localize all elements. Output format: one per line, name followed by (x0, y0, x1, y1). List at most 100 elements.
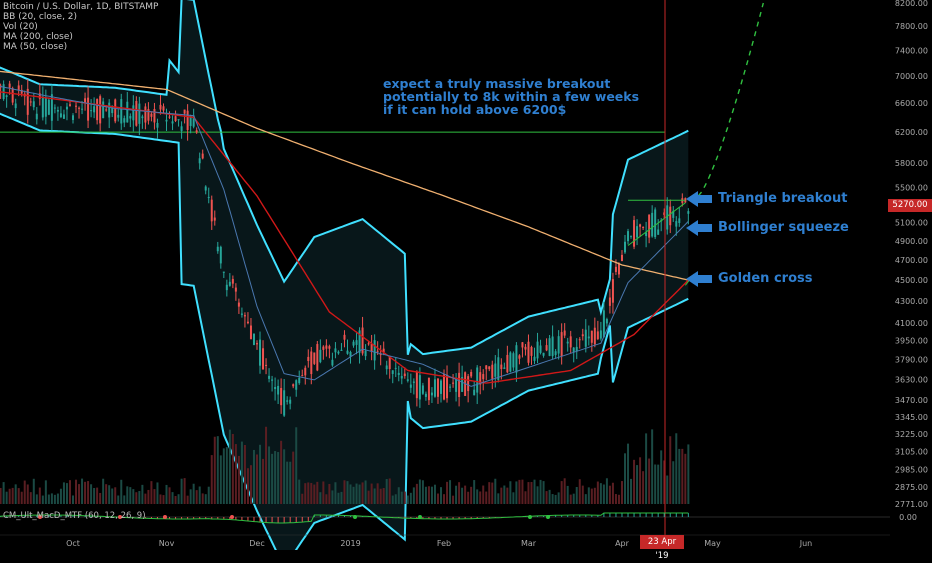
price-axis-label: 7400.00 (895, 46, 928, 55)
candle-body (187, 111, 189, 130)
volume-bar (422, 480, 424, 504)
candle-body (512, 353, 514, 367)
candle-body (54, 108, 56, 109)
price-axis-label: 2985.00 (895, 466, 928, 475)
volume-bar (120, 480, 122, 504)
volume-bar (573, 494, 575, 504)
volume-bar (546, 491, 548, 504)
volume-bar (169, 487, 171, 504)
volume-bar (588, 487, 590, 504)
volume-bar (66, 483, 68, 504)
candle-body (407, 379, 409, 380)
macd-cross-dot (163, 515, 167, 519)
volume-bar (464, 486, 466, 504)
callout-arrow-icon (686, 220, 712, 236)
volume-bar (534, 480, 536, 504)
volume-bar (497, 493, 499, 504)
candle-body (132, 105, 134, 120)
candle-body (313, 353, 315, 364)
candle-body (232, 279, 234, 284)
candle-body (217, 247, 219, 251)
candle-body (9, 84, 11, 88)
candle-body (211, 200, 213, 222)
volume-bar (543, 481, 545, 504)
candle-body (678, 218, 680, 223)
candle-body (259, 340, 261, 366)
candle-body (178, 119, 180, 120)
annotation-line-3: if it can hold above 6200$ (383, 103, 673, 116)
candle-body (657, 229, 659, 234)
volume-bar (359, 485, 361, 504)
candle-body (295, 380, 297, 390)
candle-body (467, 376, 469, 391)
candle-body (630, 236, 632, 237)
volume-bar (166, 485, 168, 504)
time-axis-label: 2019 (340, 539, 360, 548)
volume-bar (482, 486, 484, 504)
volume-bar (582, 486, 584, 504)
volume-bar (669, 436, 671, 504)
candle-body (208, 197, 210, 198)
candle-body (12, 88, 14, 102)
volume-bar (259, 445, 261, 504)
volume-bar (377, 483, 379, 504)
volume-bar (162, 495, 164, 504)
candle-body (530, 347, 532, 356)
volume-bar (295, 427, 297, 504)
volume-bar (521, 480, 523, 504)
volume-bar (181, 479, 183, 504)
volume-bar (500, 488, 502, 504)
time-axis-label: Oct (66, 539, 80, 548)
volume-bar (561, 481, 563, 504)
price-axis-label: 7000.00 (895, 72, 928, 81)
volume-bar (467, 492, 469, 504)
candle-body (600, 330, 602, 338)
candle-body (485, 365, 487, 369)
price-axis-label: 8200.00 (895, 0, 928, 8)
volume-bar (530, 482, 532, 504)
volume-bar (232, 434, 234, 504)
candle-body (57, 110, 59, 112)
candle-body (241, 314, 243, 315)
volume-bar (570, 495, 572, 504)
volume-bar (512, 492, 514, 504)
volume-bar (27, 484, 29, 504)
annotation-note: expect a truly massive breakout potentia… (383, 77, 673, 116)
volume-bar (657, 465, 659, 504)
price-axis-label: 5800.00 (895, 159, 928, 168)
candle-body (310, 352, 312, 375)
candle-body (244, 315, 246, 316)
candle-body (144, 106, 146, 122)
macd-histogram-bar (296, 517, 297, 523)
candle-body (304, 368, 306, 376)
volume-bar (564, 478, 566, 504)
candle-body (343, 335, 345, 340)
volume-bar (594, 488, 596, 504)
candle-body (491, 365, 493, 379)
volume-bar (21, 492, 23, 504)
volume-bar (24, 481, 26, 504)
volume-bar (413, 487, 415, 504)
volume-bar (651, 429, 653, 504)
volume-bar (190, 489, 192, 504)
candle-body (66, 107, 68, 110)
price-axis-label: 3630.00 (895, 375, 928, 384)
price-axis-label: 4700.00 (895, 256, 928, 265)
time-axis-label: Feb (437, 539, 451, 548)
volume-bar (18, 488, 20, 504)
macd-cross-dot (230, 515, 234, 519)
candle-body (404, 374, 406, 376)
time-axis-label: Jun (799, 539, 813, 548)
volume-bar (99, 493, 101, 504)
candle-body (96, 99, 98, 120)
volume-bar (205, 494, 207, 504)
volume-bar (229, 430, 231, 504)
volume-bar (461, 488, 463, 504)
macd-histogram-bar (302, 517, 303, 522)
volume-bar (443, 494, 445, 504)
candle-body (220, 247, 222, 264)
price-axis-label: 3225.00 (895, 430, 928, 439)
volume-bar (609, 486, 611, 504)
candle-body (642, 227, 644, 228)
volume-bar (135, 492, 137, 504)
